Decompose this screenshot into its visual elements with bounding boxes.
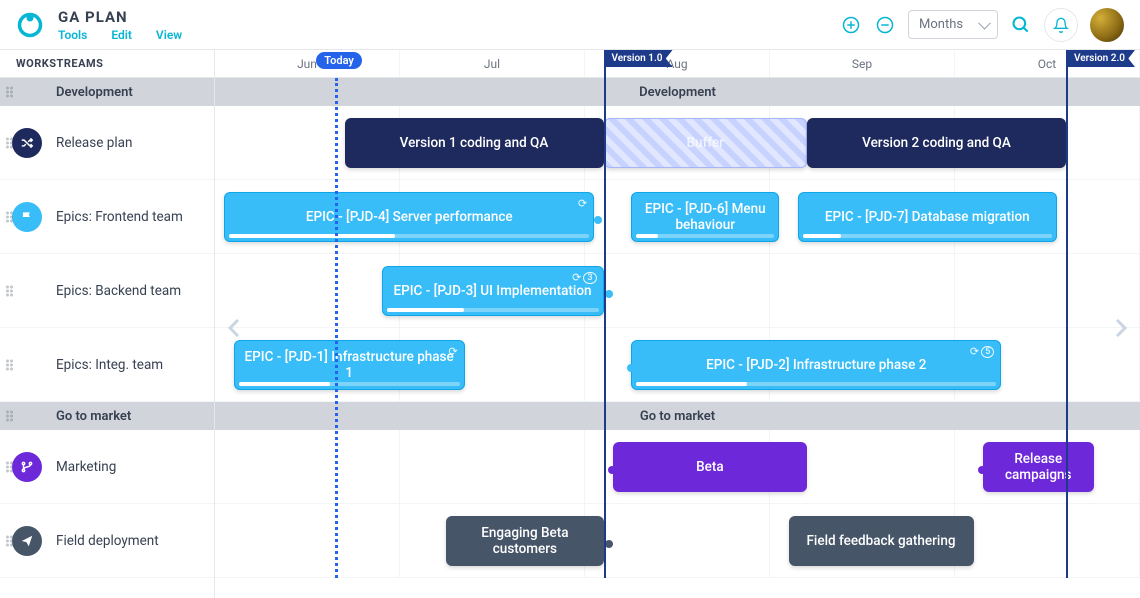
sidebar-row-frontend[interactable]: Epics: Frontend team [0,180,214,254]
bar-buffer[interactable]: Buffer [604,118,808,168]
bar-release-campaigns[interactable]: Release campaigns [983,442,1094,492]
dependency-dot [605,290,613,298]
bar-label: EPIC - [PJD-2] Infrastructure phase 2 [706,357,926,373]
sidebar: WORKSTREAMS Development Release plan Epi… [0,50,215,598]
dependency-dot [605,540,613,548]
band-gtm: Go to market [215,402,1140,430]
refresh-icon: ⟳ [578,197,587,210]
menu-view[interactable]: View [156,28,182,42]
row-label: Epics: Frontend team [56,209,183,225]
bar-pjd7[interactable]: EPIC - [PJD-7] Database migration [798,192,1057,242]
drag-handle-icon[interactable] [6,87,16,98]
group-label: Go to market [56,409,131,424]
refresh-icon: ⟳ [449,345,458,358]
header-left: GA PLAN Tools Edit View [58,8,182,42]
spacer [12,350,42,380]
scale-dropdown[interactable]: Months [908,10,998,39]
bar-pjd4[interactable]: EPIC - [PJD-4] Server performance ⟳ [224,192,594,242]
sidebar-header: WORKSTREAMS [0,50,214,78]
timeline-row-frontend: EPIC - [PJD-4] Server performance ⟳ EPIC … [215,180,1140,254]
add-button[interactable] [840,14,862,36]
send-icon [12,526,42,556]
refresh-count-icon: ⟳ 3 [572,271,596,284]
group-gtm-header[interactable]: Go to market [0,402,214,430]
header-menu: Tools Edit View [58,28,182,42]
milestone-v1[interactable]: Version 1.0 [604,50,606,578]
main-layout: WORKSTREAMS Development Release plan Epi… [0,50,1140,598]
timeline-month-header: Jun Jul Aug Sep Oct [215,50,1140,78]
timeline-panel: Q3 / 2020 Jun Jul Aug Sep Oct Today Vers… [215,50,1140,598]
drag-handle-icon[interactable] [6,461,16,472]
month-sep: Sep [770,50,955,77]
sidebar-row-field[interactable]: Field deployment [0,504,214,578]
row-label: Field deployment [56,533,159,549]
timeline-row-integ: EPIC - [PJD-1] Infrastructure phase 1⟳ E… [215,328,1140,402]
bar-label: EPIC - [PJD-6] Menu behaviour [642,201,768,233]
bar-v1-coding[interactable]: Version 1 coding and QA [345,118,604,168]
timeline-row-marketing: Beta Release campaigns [215,430,1140,504]
row-label: Epics: Integ. team [56,357,163,373]
sidebar-row-marketing[interactable]: Marketing [0,430,214,504]
scroll-left-button[interactable] [215,298,255,358]
drag-handle-icon[interactable] [6,137,16,148]
spacer [12,276,42,306]
plan-title: GA PLAN [58,8,182,26]
drag-handle-icon[interactable] [6,359,16,370]
dependency-dot [627,364,635,372]
timeline-row-field: Engaging Beta customers Field feedback g… [215,504,1140,578]
flag-icon [12,202,42,232]
branch-icon [12,452,42,482]
search-button[interactable] [1010,14,1032,36]
sidebar-row-integ[interactable]: Epics: Integ. team [0,328,214,402]
notifications-button[interactable] [1044,8,1078,42]
milestone-label: Version 2.0 [1068,50,1135,67]
month-jun: Jun [215,50,400,77]
row-label: Epics: Backend team [56,283,181,299]
sidebar-row-release-plan[interactable]: Release plan [0,106,214,180]
header-right: Months [840,8,1124,42]
bar-pjd2[interactable]: EPIC - [PJD-2] Infrastructure phase 2 ⟳ 5 [631,340,1001,390]
timeline-row-release: Version 1 coding and QA Buffer Version 2… [215,106,1140,180]
bar-pjd3[interactable]: EPIC - [PJD-3] UI Implementation⟳ 3 [382,266,604,316]
group-development-header[interactable]: Development [0,78,214,106]
row-label: Marketing [56,459,116,475]
shuffle-icon [12,128,42,158]
band-development: Development [215,78,1140,106]
drag-handle-icon[interactable] [6,535,16,546]
bar-pjd6[interactable]: EPIC - [PJD-6] Menu behaviour [631,192,779,242]
bar-label: EPIC - [PJD-7] Database migration [825,209,1030,225]
drag-handle-icon[interactable] [6,411,16,422]
user-avatar[interactable] [1090,8,1124,42]
row-label: Release plan [56,135,132,151]
remove-button[interactable] [874,14,896,36]
bar-beta[interactable]: Beta [613,442,807,492]
bar-field-feedback[interactable]: Field feedback gathering [789,516,974,566]
refresh-count-icon: ⟳ 5 [970,345,994,358]
menu-tools[interactable]: Tools [58,28,87,42]
milestone-label: Version 1.0 [606,50,673,67]
timeline-body: Today Version 1.0 Version 2.0 Developmen… [215,78,1140,578]
drag-handle-icon[interactable] [6,285,16,296]
sidebar-row-backend[interactable]: Epics: Backend team [0,254,214,328]
app-logo-icon [16,11,44,39]
drag-handle-icon[interactable] [6,211,16,222]
timeline-row-backend: EPIC - [PJD-3] UI Implementation⟳ 3 [215,254,1140,328]
group-label: Development [56,85,133,100]
app-header: GA PLAN Tools Edit View Months [0,0,1140,50]
scale-value: Months [919,17,963,32]
bar-label: EPIC - [PJD-4] Server performance [306,209,513,225]
bar-pjd1[interactable]: EPIC - [PJD-1] Infrastructure phase 1⟳ [234,340,465,390]
menu-edit[interactable]: Edit [111,28,132,42]
bar-engaging-beta[interactable]: Engaging Beta customers [446,516,603,566]
bar-label: EPIC - [PJD-3] UI Implementation [393,283,591,299]
bar-v2-coding[interactable]: Version 2 coding and QA [807,118,1066,168]
milestone-v2[interactable]: Version 2.0 [1066,50,1068,578]
month-jul: Jul [400,50,585,77]
dependency-dot [594,216,602,224]
bar-label: EPIC - [PJD-1] Infrastructure phase 1 [245,349,454,381]
scroll-right-button[interactable] [1100,298,1140,358]
